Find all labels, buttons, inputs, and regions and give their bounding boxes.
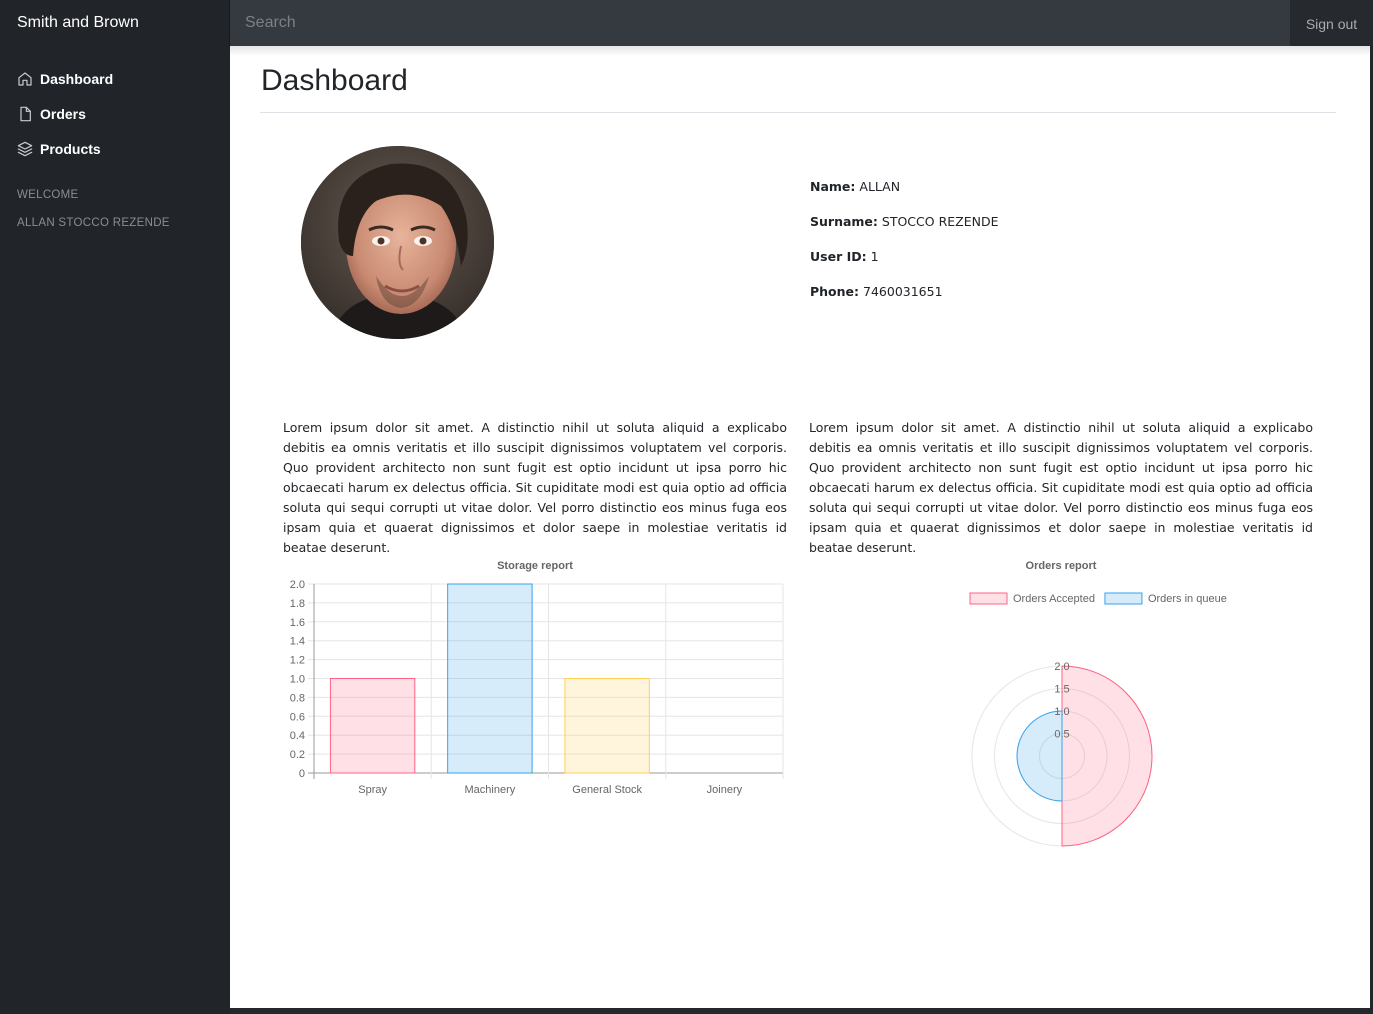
profile-name: Name: ALLAN	[810, 179, 901, 194]
sidebar: Dashboard Orders Products WELCOME ALLAN …	[0, 46, 230, 1014]
r-tick-label: 1.0	[1054, 706, 1069, 718]
home-icon	[18, 72, 32, 86]
page-title: Dashboard	[261, 64, 408, 97]
orders-chart-title: Orders report	[1025, 560, 1097, 572]
top-navbar: Smith and Brown Sign out	[0, 0, 1373, 46]
header-shadow	[230, 46, 1370, 56]
r-tick-label: 2.0	[1054, 661, 1069, 673]
y-tick-label: 1.0	[290, 674, 305, 686]
polar-segment-orders-accepted[interactable]	[1061, 665, 1153, 847]
description-left: Lorem ipsum dolor sit amet. A distinctio…	[283, 420, 787, 555]
y-tick-label: 1.8	[290, 598, 305, 610]
storage-bar-chart: 0 0.2 0.4 0.6 0.8 1.0 1.2 1.4 1.6 1.8 2.0 Spray Mach…	[290, 579, 784, 796]
y-tick-label: 1.2	[290, 655, 305, 667]
storage-chart-title: Storage report	[497, 560, 573, 572]
y-tick-label: 0.6	[290, 711, 305, 723]
y-tick-label: 2.0	[290, 579, 305, 591]
bar-machinery[interactable]	[447, 583, 533, 774]
main-content: Dashboard	[230, 46, 1370, 1008]
sidebar-item-dashboard[interactable]: Dashboard	[17, 69, 113, 89]
file-icon	[20, 106, 31, 122]
sidebar-item-label: Orders	[40, 106, 86, 122]
legend-label[interactable]: Orders Accepted	[1013, 593, 1095, 605]
legend-swatch[interactable]	[1104, 592, 1143, 605]
x-tick-label: General Stock	[572, 784, 642, 796]
avatar-portrait-image	[301, 146, 494, 339]
profile-phone: Phone: 7460031651	[810, 284, 943, 299]
bar-general-stock[interactable]	[564, 678, 650, 774]
r-tick-label: 0.5	[1054, 729, 1069, 741]
profile-userid: User ID: 1	[810, 249, 879, 264]
y-tick-label: 0.8	[290, 692, 305, 704]
legend-label[interactable]: Orders in queue	[1148, 593, 1227, 605]
brand-logo[interactable]: Smith and Brown	[0, 0, 230, 46]
legend-swatch[interactable]	[969, 592, 1008, 605]
title-divider	[260, 112, 1336, 113]
y-tick-label: 1.6	[290, 617, 305, 629]
y-tick-label: 1.4	[290, 636, 305, 648]
x-tick-label: Joinery	[707, 784, 743, 796]
r-tick-label: 1.5	[1054, 684, 1069, 696]
sign-out-link[interactable]: Sign out	[1290, 0, 1373, 46]
layers-icon	[17, 141, 33, 157]
polar-segment-orders-in-queue[interactable]	[1016, 710, 1063, 802]
welcome-heading: WELCOME	[17, 189, 79, 201]
x-tick-label: Spray	[358, 784, 387, 796]
avatar	[301, 146, 494, 339]
y-tick-label: 0.2	[290, 749, 305, 761]
profile-surname: Surname: STOCCO REZENDE	[810, 214, 999, 229]
sidebar-item-label: Products	[40, 141, 101, 157]
bar-spray[interactable]	[329, 678, 416, 774]
y-tick-label: 0.4	[290, 730, 305, 742]
x-tick-label: Machinery	[465, 784, 516, 796]
description-right: Lorem ipsum dolor sit amet. A distinctio…	[809, 420, 1313, 555]
sidebar-item-label: Dashboard	[40, 71, 114, 87]
orders-polar-chart: Orders Accepted Orders in queue 0.5 1.0 1.5 2…	[969, 592, 1227, 847]
y-tick-label: 0	[299, 768, 305, 780]
sidebar-item-products[interactable]: Products	[17, 139, 101, 159]
search-input[interactable]	[230, 0, 1290, 46]
sidebar-item-orders[interactable]: Orders	[17, 104, 86, 124]
user-name: ALLAN STOCCO REZENDE	[17, 217, 170, 229]
